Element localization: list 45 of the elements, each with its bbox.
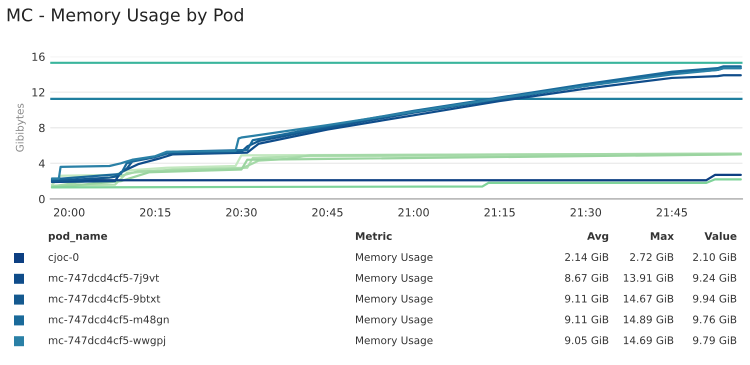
text: 8.67 GiB [565,274,608,282]
text: Memory Usage [356,253,433,264]
legend-label: mc-747dcd4cf5-7j9vt [48,274,160,284]
text: Max [650,232,674,240]
y-tick-label: 4 [38,159,45,168]
text: 2.72 GiB [630,252,674,262]
chart-title: MC - Memory Usage by Pod [8,8,243,25]
x-tick-label: 20:15 [140,208,170,217]
text: Avg [587,232,608,242]
text: 9.76 GiB [693,315,736,324]
y-tick-label: 16 [32,52,45,61]
x-tick-label: 21:45 [656,208,687,217]
text: 2.14 GiB [565,252,608,262]
y-axis-title: Gibibytes [16,104,26,152]
legend-label: mc-747dcd4cf5-9btxt [48,294,160,303]
text: 9.94 GiB [693,294,736,303]
legend-label: mc-747dcd4cf5-wwgpj [48,336,166,346]
text: Metric [356,232,392,240]
text: Value [704,232,736,240]
text: Memory Usage [356,316,433,326]
text: 9.24 GiB [693,274,736,282]
text: Memory Usage [356,294,433,305]
text: 9.05 GiB [565,336,608,344]
y-tick-label: 8 [39,124,45,132]
text: 14.67 GiB [624,294,674,303]
text: 9.11 GiB [565,294,608,303]
y-tick-label: 12 [32,88,44,96]
text: 14.89 GiB [624,315,674,324]
text: pod_name [48,232,108,242]
x-tick-label: 21:15 [484,208,515,217]
x-tick-label: 21:30 [570,208,602,217]
x-tick-label: 20:30 [226,208,257,217]
text: Memory Usage [356,336,433,346]
x-tick-label: 21:00 [398,208,429,217]
text: 9.79 GiB [693,336,736,344]
text: 2.10 GiB [693,252,736,262]
text: 13.91 GiB [624,274,674,282]
y-tick-label: 0 [39,194,45,204]
x-tick-label: 20:00 [54,208,84,217]
text: 9.11 GiB [565,315,608,324]
legend-label: cjoc-0 [48,252,78,264]
text: 14.69 GiB [624,336,674,344]
x-tick-label: 20:45 [312,208,343,217]
legend-label: mc-747dcd4cf5-m48gn [48,315,169,326]
text: Memory Usage [356,274,433,284]
